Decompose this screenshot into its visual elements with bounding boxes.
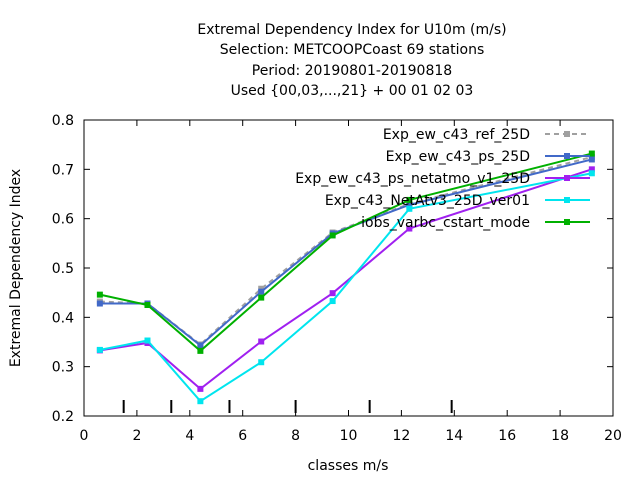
data-point — [588, 170, 595, 177]
y-tick-label: 0.8 — [52, 113, 74, 129]
x-tick-label: 18 — [551, 428, 569, 444]
data-point — [258, 288, 265, 295]
data-point — [197, 347, 204, 354]
data-point — [144, 302, 151, 308]
data-point — [258, 338, 265, 345]
x-tick-label: 4 — [185, 428, 194, 444]
data-point — [588, 166, 595, 173]
legend-label: Exp_ew_c43_ref_25D — [383, 127, 530, 143]
data-point — [406, 201, 413, 208]
chart-title-line-3: Period: 20190801-20190818 — [252, 63, 452, 79]
x-tick-label: 14 — [445, 428, 463, 444]
y-tick-label: 0.6 — [52, 212, 74, 228]
data-point — [329, 298, 336, 305]
x-tick-label: 6 — [238, 428, 247, 444]
data-point — [588, 156, 595, 163]
y-tick-label: 0.5 — [52, 261, 74, 277]
x-tick-label: 12 — [392, 428, 410, 444]
x-tick-label: 20 — [604, 428, 622, 444]
data-point — [197, 398, 204, 405]
y-tick-label: 0.7 — [52, 162, 74, 178]
data-point — [406, 196, 413, 203]
data-point — [96, 346, 103, 353]
data-point — [197, 342, 204, 349]
x-tick-label: 16 — [498, 428, 516, 444]
y-tick-label: 0.3 — [52, 360, 74, 376]
data-point — [329, 290, 336, 297]
data-point — [144, 337, 151, 344]
legend-label: Exp_ew_c43_ps_25D — [386, 149, 530, 165]
data-point — [406, 225, 413, 232]
data-point — [96, 300, 103, 307]
legend-label: Exp_c43_NetAtv3_25D_ver01 — [325, 193, 530, 209]
x-axis-title: classes m/s — [308, 458, 389, 474]
legend-label: iobs_varbc_cstart_mode — [361, 215, 530, 231]
y-tick-label: 0.2 — [52, 409, 74, 425]
x-tick-label: 10 — [340, 428, 358, 444]
plot-frame — [83, 119, 614, 417]
x-tick-label: 2 — [132, 428, 141, 444]
x-tick-label: 0 — [80, 428, 89, 444]
chart-title-line-2: Selection: METCOOPCoast 69 stations — [220, 42, 485, 58]
y-tick-label: 0.4 — [52, 310, 74, 326]
data-point — [329, 232, 336, 239]
data-point — [197, 385, 204, 392]
data-point — [96, 291, 103, 298]
chart-title-line-4: Used {00,03,...,21} + 00 01 02 03 — [231, 83, 474, 99]
chart-title-line-1: Extremal Dependency Index for U10m (m/s) — [197, 22, 506, 38]
legend-swatch-marker — [564, 131, 570, 137]
y-axis-title: Extremal Dependency Index — [8, 169, 24, 367]
legend-swatch-marker — [564, 197, 570, 203]
data-point — [406, 205, 413, 212]
legend-swatch-marker — [564, 175, 570, 181]
data-point — [588, 150, 595, 157]
data-point — [258, 294, 265, 301]
legend-swatch-marker — [564, 219, 570, 225]
x-tick-label: 8 — [291, 428, 300, 444]
legend-swatch-marker — [564, 153, 570, 159]
legend-label: Exp_ew_c43_ps_netatmo_v1_25D — [295, 171, 530, 187]
data-point — [258, 359, 265, 366]
